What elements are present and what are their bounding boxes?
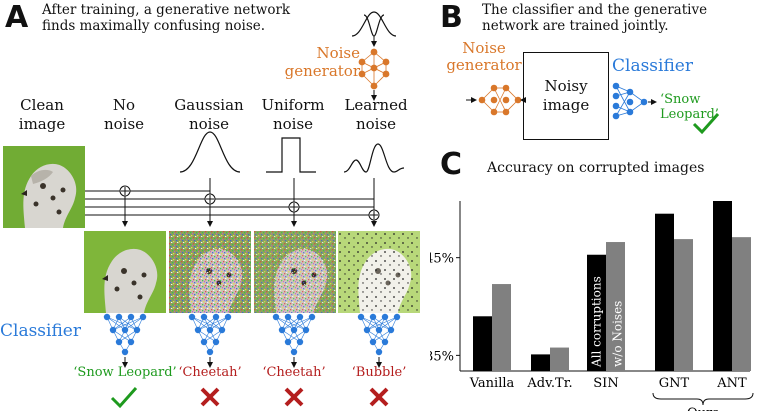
x-tick-label: GNT bbox=[659, 376, 690, 391]
bar bbox=[713, 201, 732, 371]
column-label-clean-line1: Clean bbox=[20, 96, 64, 114]
learned-noise-curve bbox=[343, 143, 405, 173]
x-tick-label: SIN bbox=[593, 376, 618, 391]
bar bbox=[473, 316, 492, 371]
column-label-learned-line1: Learned bbox=[344, 96, 408, 114]
learned-noise-leopard-image bbox=[338, 231, 420, 313]
noise-generator-label-line2: generator bbox=[284, 62, 360, 80]
column-label-gaussian: Gaussian noise bbox=[161, 96, 257, 134]
prediction-label: ‘Bubble’ bbox=[351, 365, 407, 380]
bar bbox=[587, 254, 606, 371]
noisy-image-box: Noisy image bbox=[523, 52, 609, 140]
column-label-clean-line2: image bbox=[18, 115, 66, 133]
noise-generator-label-b: Noise generator bbox=[440, 40, 528, 74]
chart-title: Accuracy on corrupted images bbox=[487, 160, 705, 176]
prediction-label: ‘Cheetah’ bbox=[178, 365, 242, 380]
noisy-image-box-line1: Noisy bbox=[544, 77, 588, 95]
column-label-no-noise-line2: noise bbox=[103, 115, 145, 133]
noise-generator-label-line1: Noise bbox=[316, 44, 360, 62]
classifier-network-icon bbox=[188, 313, 232, 368]
uniform-noise-leopard-image bbox=[254, 231, 336, 313]
column-label-uniform-line1: Uniform bbox=[261, 96, 325, 114]
panel-a-letter: A bbox=[5, 0, 29, 35]
annotation-line2: w/o Noises bbox=[611, 301, 625, 367]
column-label-gaussian-line1: Gaussian bbox=[174, 96, 244, 114]
column-label-no-noise: No noise bbox=[76, 96, 172, 134]
accuracy-chart: 35% 45% Vanilla Adv.Tr. SIN GNT ANT Ours All cor… bbox=[430, 201, 754, 411]
column-label-learned: Learned noise bbox=[328, 96, 424, 134]
panel-a-caption-line1: After training, a generative network bbox=[42, 2, 291, 18]
y-tick-label: 45% bbox=[430, 252, 454, 267]
cross-mark-icon bbox=[200, 387, 220, 407]
classifier-label-a: Classifier bbox=[0, 321, 81, 341]
bar bbox=[531, 354, 550, 371]
classifier-network-icon bbox=[272, 313, 316, 368]
panel-b-caption-line1: The classifier and the generative bbox=[482, 2, 708, 18]
check-mark-icon bbox=[110, 387, 138, 409]
noise-generator-label-b-line2: generator bbox=[446, 56, 522, 74]
prediction-label-b: ‘Snow Leopard’ bbox=[660, 92, 719, 122]
uniform-curve bbox=[266, 137, 316, 173]
prediction-label: ‘Snow Leopard’ bbox=[73, 365, 177, 380]
clean-leopard-image bbox=[3, 146, 85, 228]
noisy-image-box-line2: image bbox=[542, 96, 590, 114]
x-tick-label: Vanilla bbox=[469, 376, 515, 391]
bar bbox=[492, 284, 511, 371]
no-noise-leopard-image bbox=[84, 231, 166, 313]
classifier-network-icon bbox=[103, 313, 147, 368]
panel-b-caption-line2: network are trained jointly. bbox=[482, 18, 669, 34]
cross-mark-icon bbox=[284, 387, 304, 407]
column-label-no-noise-line1: No bbox=[112, 96, 136, 114]
bar bbox=[606, 242, 625, 371]
noise-generator-label: Noise generator bbox=[260, 44, 360, 80]
column-label-uniform: Uniform noise bbox=[245, 96, 341, 134]
column-label-gaussian-line2: noise bbox=[188, 115, 230, 133]
panel-a-diagram bbox=[85, 11, 405, 409]
column-label-uniform-line2: noise bbox=[272, 115, 314, 133]
column-label-learned-line2: noise bbox=[355, 115, 397, 133]
group-label: Ours bbox=[687, 406, 719, 411]
panel-b-letter: B bbox=[440, 0, 463, 35]
classifier-label-b: Classifier bbox=[612, 56, 693, 76]
annotation-line1: All corruptions bbox=[590, 276, 604, 368]
ours-brace bbox=[652, 392, 754, 406]
bar bbox=[732, 237, 751, 371]
classifier-network-icon bbox=[357, 313, 401, 368]
panel-b-diagram bbox=[466, 82, 720, 135]
bar bbox=[655, 213, 674, 371]
gaussian-curve bbox=[179, 131, 241, 173]
y-tick-label: 35% bbox=[430, 349, 454, 364]
classifier-networks bbox=[103, 313, 401, 368]
gaussian-noise-leopard-image bbox=[169, 231, 251, 313]
noise-generator-network bbox=[351, 11, 397, 101]
panel-c-letter: C bbox=[440, 147, 463, 182]
column-label-clean: Clean image bbox=[0, 96, 90, 134]
cross-mark-icon bbox=[369, 387, 389, 407]
panel-a-caption-line2: finds maximally confusing noise. bbox=[42, 18, 266, 34]
x-tick-label: Adv.Tr. bbox=[526, 376, 572, 391]
bar bbox=[674, 239, 693, 371]
noise-generator-label-b-line1: Noise bbox=[462, 39, 506, 57]
bar bbox=[550, 347, 569, 371]
prediction-label: ‘Cheetah’ bbox=[262, 365, 326, 380]
x-tick-label: ANT bbox=[716, 376, 747, 391]
check-mark-icon bbox=[692, 113, 720, 135]
